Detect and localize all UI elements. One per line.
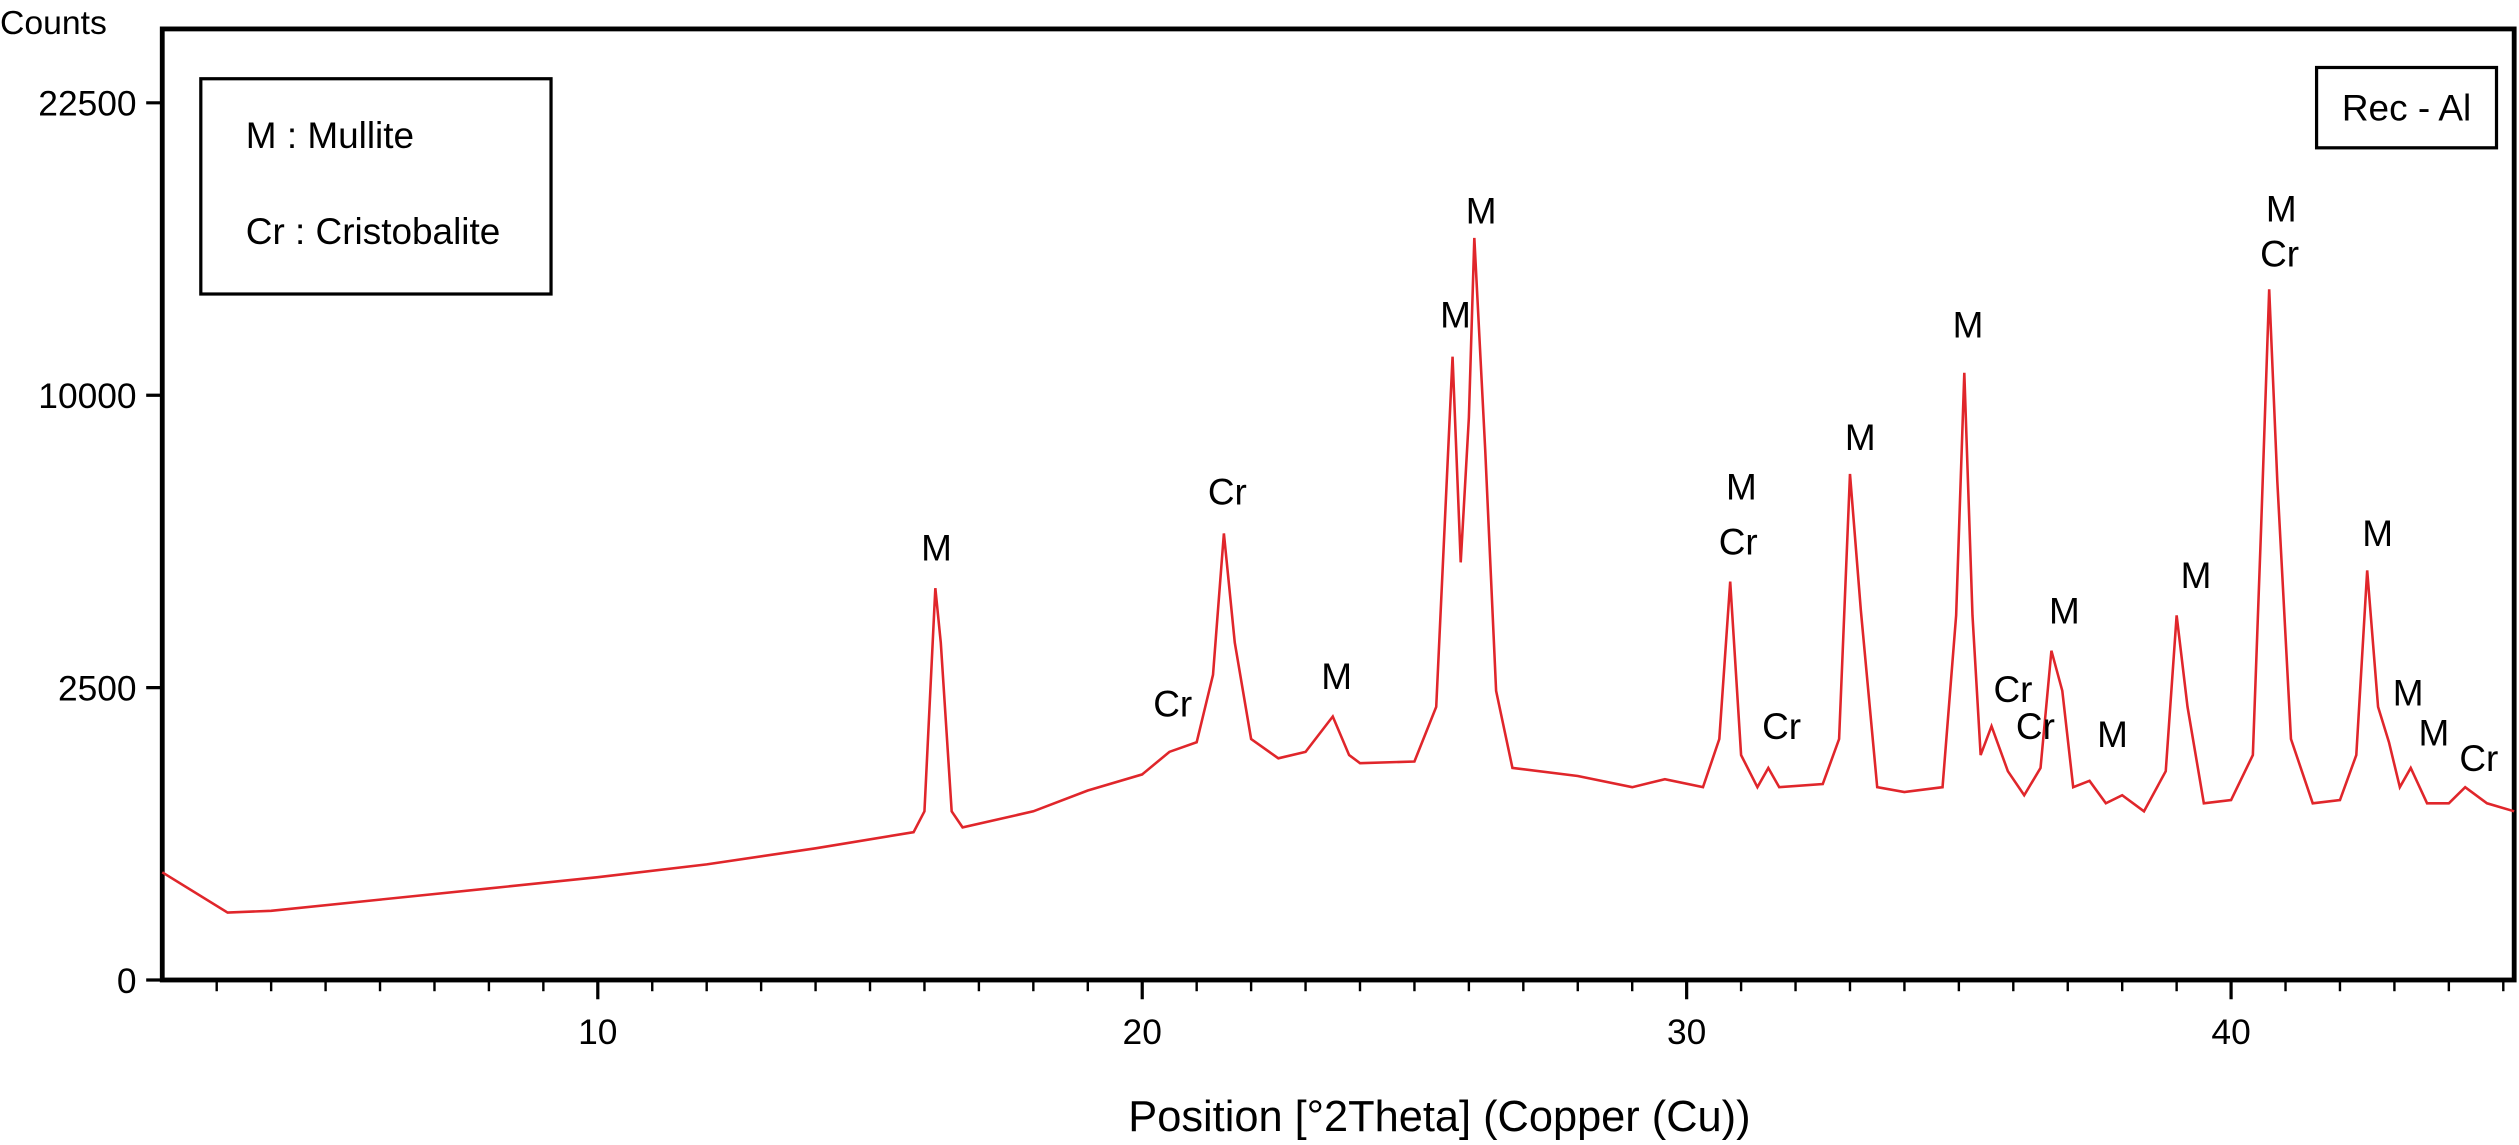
peak-label: Cr	[1993, 669, 2032, 710]
sample-box	[2314, 65, 2499, 150]
peak-label: M	[1953, 304, 1984, 345]
y-axis-label: Counts	[0, 4, 107, 42]
peak-label: Cr	[1153, 684, 1192, 725]
legend-entry: Cr : Cristobalite	[246, 211, 501, 252]
peak-label: M	[1466, 190, 1497, 231]
peak-label: M	[921, 528, 952, 569]
y-tick-label: 10000	[38, 377, 136, 416]
peak-label: M	[2049, 590, 2080, 631]
x-tick-label: 30	[1667, 1013, 1706, 1052]
peak-label: Cr	[2459, 738, 2498, 779]
peak-label: M	[2181, 555, 2212, 596]
y-tick-label: 0	[117, 962, 137, 1001]
legend-entry: M : Mullite	[246, 115, 414, 156]
legend-box	[199, 77, 553, 296]
x-tick-label: 20	[1123, 1013, 1162, 1052]
peak-label: Cr	[1208, 471, 1247, 512]
peak-label: M	[2097, 714, 2128, 755]
peak-label: M	[1321, 656, 1352, 697]
peak-label: Cr	[1762, 706, 1801, 747]
y-tick-label: 2500	[58, 669, 137, 708]
plot-frame	[159, 26, 2517, 983]
peak-label: M	[2393, 672, 2424, 713]
peak-label: Cr	[2260, 234, 2299, 275]
x-axis-label: Position [°2Theta] (Copper (Cu))	[1128, 1093, 1750, 1141]
peak-label: M	[2418, 712, 2449, 753]
x-tick-label: 10	[578, 1013, 617, 1052]
data-line	[161, 237, 2515, 914]
peak-label: Cr	[2016, 706, 2055, 747]
peak-label: M	[1440, 295, 1471, 336]
peak-label: M	[2362, 513, 2393, 554]
y-tick-label: 22500	[38, 85, 136, 124]
x-tick-label: 40	[2211, 1013, 2250, 1052]
sample-label: Rec - Al	[2342, 88, 2471, 129]
peak-label: M	[1726, 467, 1757, 508]
peak-label: M	[2266, 189, 2297, 230]
peak-label: M	[1845, 417, 1876, 458]
peak-label: Cr	[1719, 521, 1758, 562]
